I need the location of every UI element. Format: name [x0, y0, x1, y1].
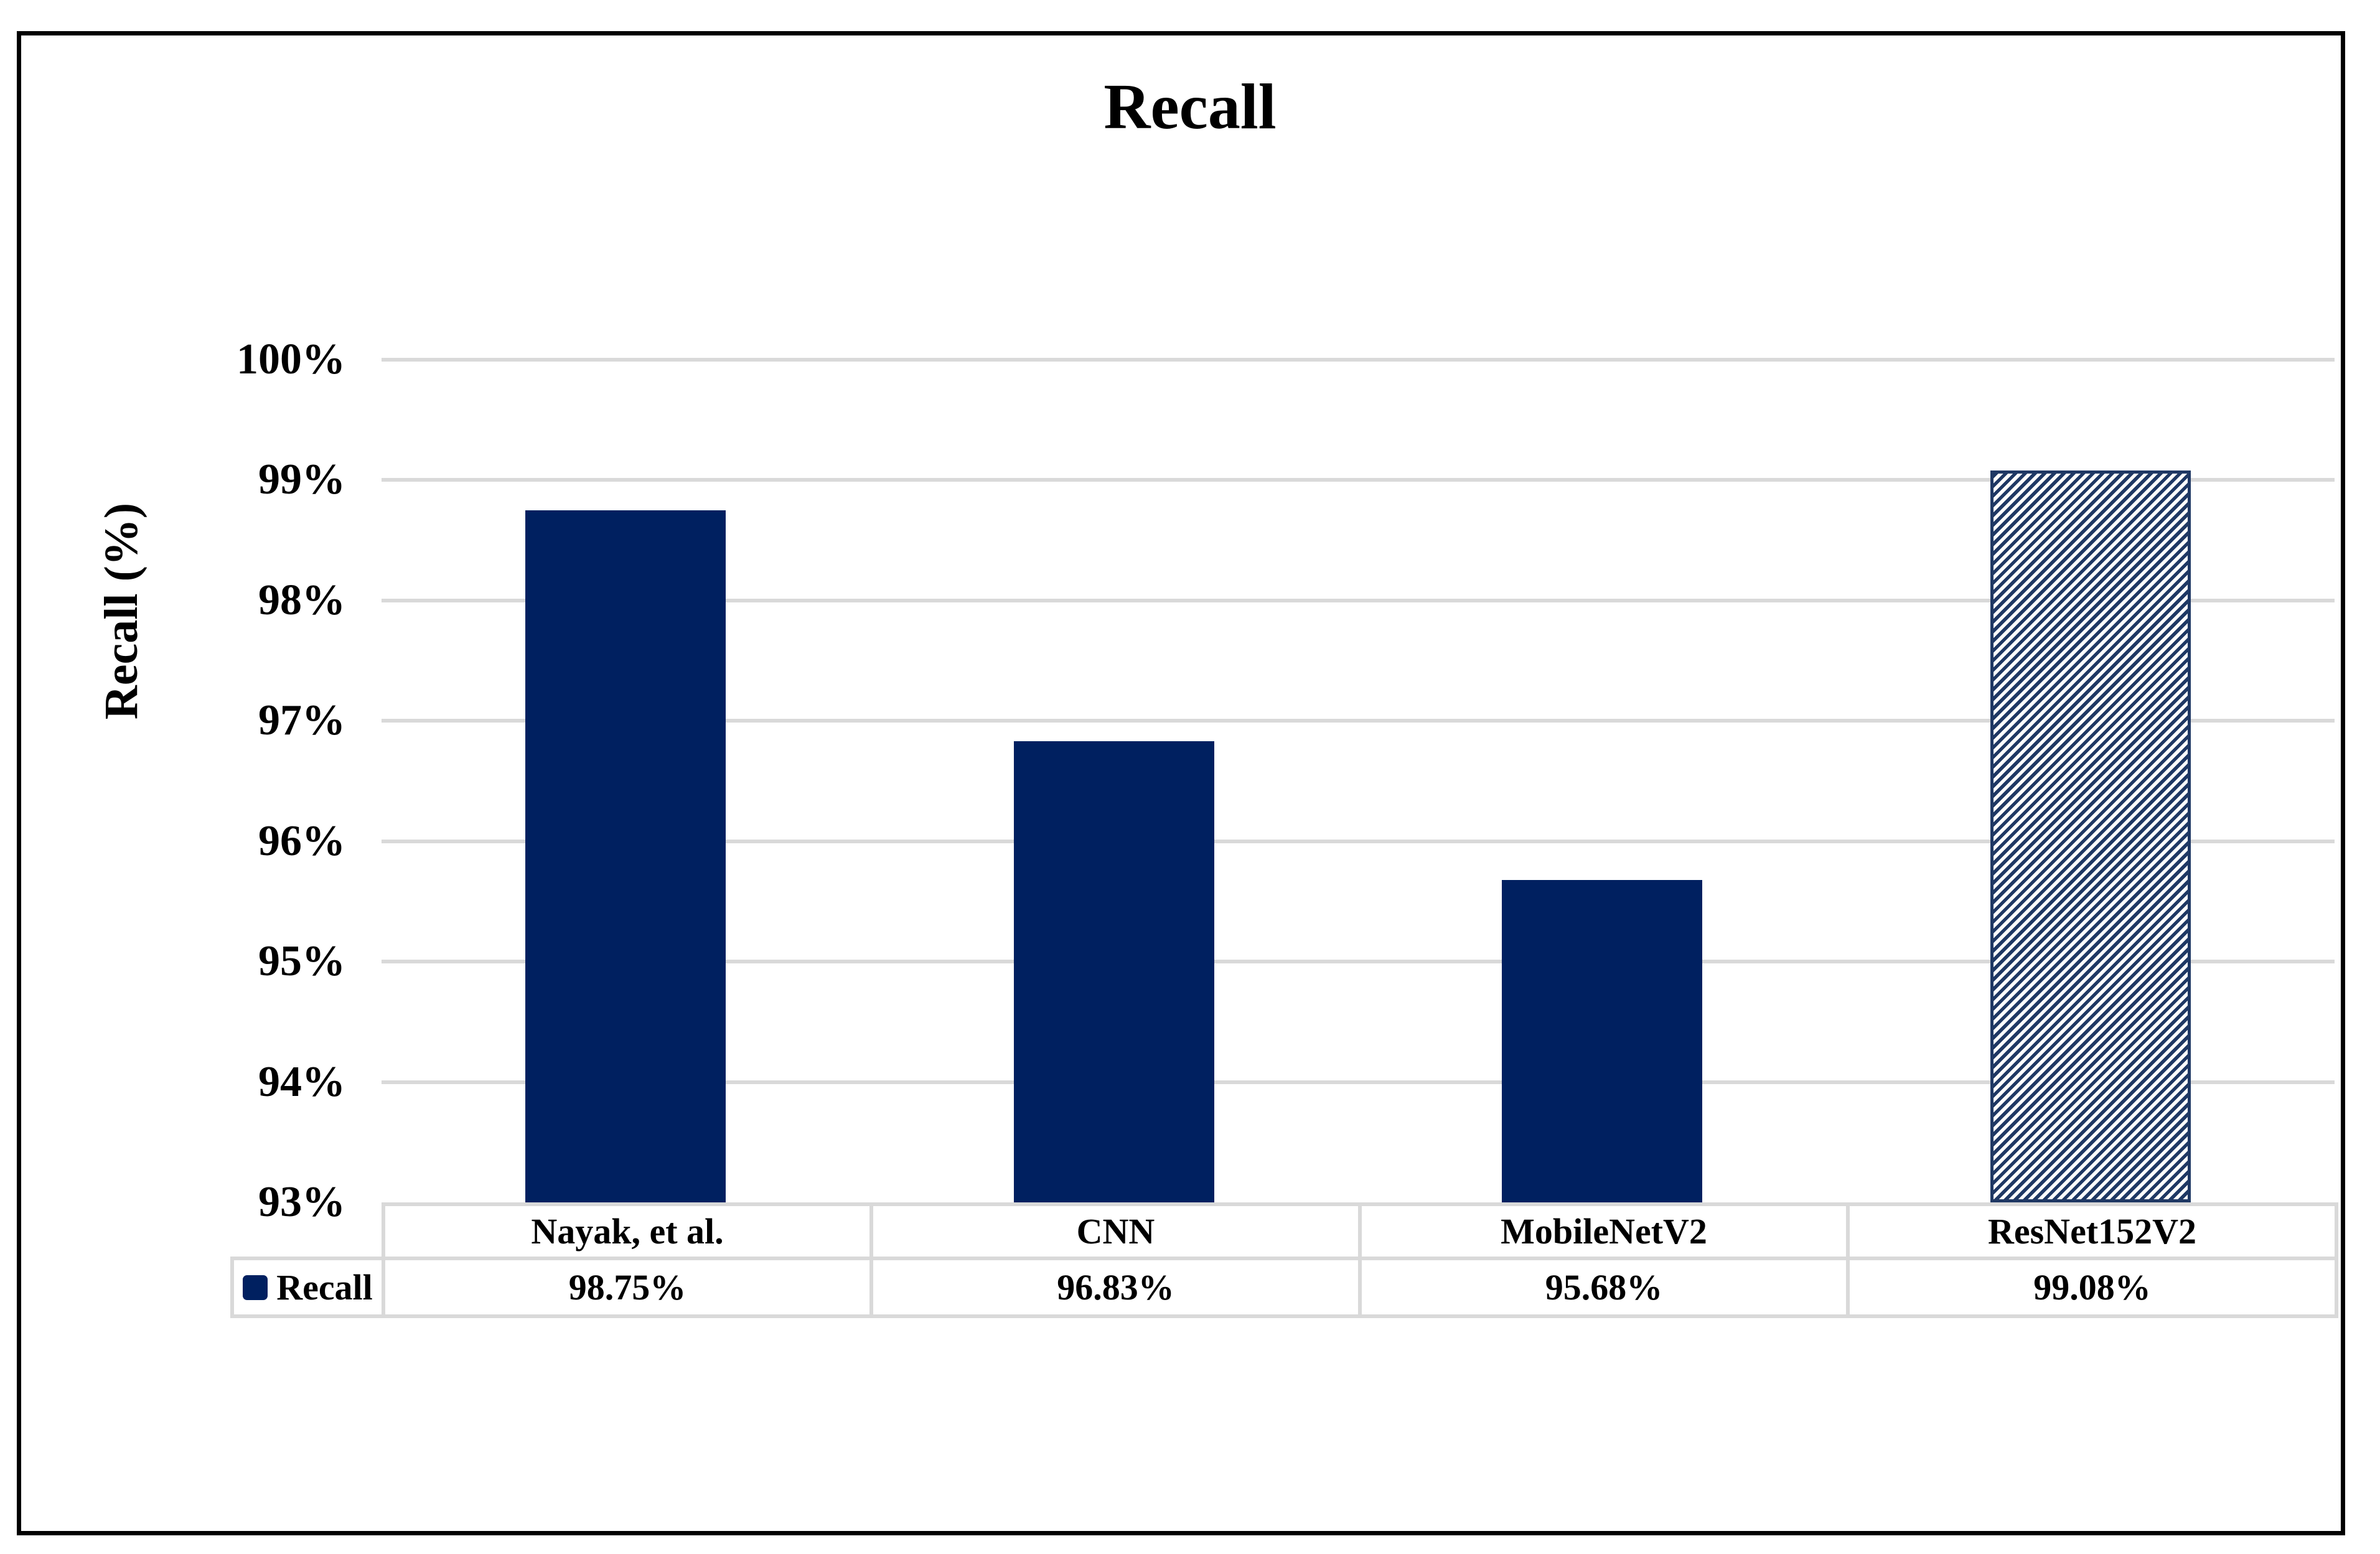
value-cell-cnn: 96.83% [869, 1257, 1362, 1318]
legend-label: Recall [276, 1267, 373, 1308]
value-cell-resnet152v2: 99.08% [1846, 1257, 2338, 1318]
plot-area [382, 358, 2335, 1202]
y-tick-label: 100% [237, 335, 345, 383]
gridline [382, 478, 2335, 482]
gridline [382, 358, 2335, 362]
legend-key: Recall [234, 1266, 382, 1308]
y-tick-label: 95% [258, 937, 345, 986]
y-tick-label: 97% [258, 696, 345, 745]
y-tick-label: 98% [258, 576, 345, 624]
category-header-cell-mobilenetv2: MobileNetV2 [1358, 1202, 1850, 1260]
y-tick-label: 96% [258, 817, 345, 865]
value-cell-mobilenetv2: 95.68% [1358, 1257, 1850, 1318]
value-cell-nayak-et-al: 98.75% [382, 1257, 873, 1318]
y-tick-label: 99% [258, 456, 345, 504]
bar-nayak-et-al [525, 510, 726, 1202]
chart-title: Recall [1103, 71, 1277, 143]
gridline [382, 839, 2335, 843]
table-corner-blank [232, 1204, 383, 1258]
gridline [382, 1080, 2335, 1084]
data-table: Nayak, et al. CNN MobileNetV2 ResNet152V2 Re… [230, 1202, 2338, 1318]
category-header-cell-resnet152v2: ResNet152V2 [1846, 1202, 2338, 1260]
bar-resnet152v2 [1990, 470, 2191, 1202]
bar-cnn [1013, 741, 1214, 1202]
chart-frame [17, 31, 2345, 1535]
bar-mobilenetv2 [1502, 879, 1703, 1202]
y-tick-label: 94% [258, 1057, 345, 1106]
gridline [382, 598, 2335, 602]
gridline [382, 960, 2335, 964]
gridline [382, 719, 2335, 723]
category-header-cell-cnn: CNN [869, 1202, 1362, 1260]
y-tick-label: 93% [258, 1178, 345, 1226]
category-header-cell-nayak-et-al: Nayak, et al. [382, 1202, 873, 1260]
legend-swatch-icon [243, 1275, 268, 1300]
legend-cell: Recall [230, 1257, 385, 1318]
